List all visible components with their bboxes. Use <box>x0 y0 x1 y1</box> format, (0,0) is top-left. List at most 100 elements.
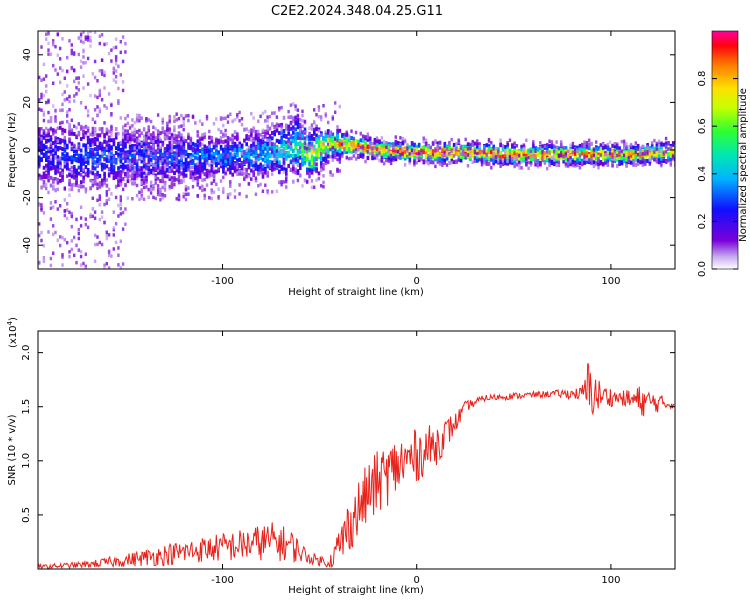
heatmap-cell <box>114 127 118 131</box>
heatmap-cell <box>86 126 90 131</box>
heatmap-cell <box>138 190 141 195</box>
heatmap-cell <box>301 113 304 118</box>
heatmap-cell <box>149 157 153 162</box>
heatmap-cell <box>252 170 255 174</box>
heatmap-cell <box>147 159 150 164</box>
heatmap-cell <box>413 161 416 165</box>
heatmap-cell <box>497 147 500 152</box>
heatmap-cell <box>410 146 414 151</box>
heatmap-cell <box>422 160 426 165</box>
heatmap-cell <box>79 35 83 39</box>
heatmap-cell <box>208 141 211 145</box>
heatmap-cell <box>252 166 255 171</box>
heatmap-cell <box>45 164 48 168</box>
heatmap-cell <box>327 142 330 146</box>
heatmap-cell <box>292 153 295 158</box>
heatmap-cell <box>173 151 176 156</box>
heatmap-cell <box>574 156 577 161</box>
heatmap-cell <box>180 141 183 145</box>
heatmap-cell <box>602 155 605 160</box>
heatmap-cell <box>112 71 115 75</box>
heatmap-cell <box>595 156 598 161</box>
heatmap-cell <box>126 159 129 164</box>
heatmap-cell <box>487 144 491 149</box>
heatmap-cell <box>282 139 286 144</box>
heatmap-cell <box>639 151 642 155</box>
heatmap-cell <box>110 254 113 258</box>
heatmap-cell <box>476 158 479 163</box>
heatmap-cell <box>348 138 351 143</box>
heatmap-cell <box>198 149 202 153</box>
heatmap-cell <box>520 166 523 170</box>
heatmap-cell <box>222 132 225 136</box>
heatmap-cell <box>77 81 80 85</box>
heatmap-cell <box>110 164 113 168</box>
heatmap-cell <box>273 148 276 153</box>
heatmap-cell <box>61 120 64 125</box>
heatmap-cell <box>296 108 300 112</box>
heatmap-cell <box>177 164 181 169</box>
heatmap-cell <box>68 178 71 183</box>
heatmap-cell <box>154 127 157 131</box>
heatmap-cell <box>543 161 547 165</box>
heatmap-cell <box>61 255 64 259</box>
heatmap-cell <box>394 155 397 159</box>
heatmap-cell <box>86 159 90 164</box>
heatmap-cell <box>226 147 230 152</box>
heatmap-cell <box>408 149 412 154</box>
heatmap-cell <box>574 151 577 156</box>
heatmap-cell <box>68 126 71 131</box>
heatmap-cell <box>271 147 274 152</box>
heatmap-cell <box>40 45 43 49</box>
heatmap-cell <box>61 253 64 257</box>
heatmap-cell <box>294 154 297 159</box>
heatmap-cell <box>636 162 640 166</box>
heatmap-cell <box>240 161 244 166</box>
heatmap-cell <box>292 126 295 131</box>
heatmap-cell <box>100 181 104 186</box>
heatmap-cell <box>581 147 584 152</box>
heatmap-cell <box>327 148 330 153</box>
heatmap-cell <box>54 136 57 141</box>
heatmap-cell <box>201 166 204 170</box>
heatmap-cell <box>49 175 53 180</box>
heatmap-cell <box>54 68 57 72</box>
heatmap-cell <box>131 175 134 179</box>
heatmap-cell <box>452 149 456 154</box>
heatmap-cell <box>662 142 666 147</box>
heatmap-cell <box>73 99 76 103</box>
heatmap-cell <box>322 185 325 189</box>
heatmap-cell <box>105 106 108 110</box>
heatmap-cell <box>124 222 127 226</box>
heatmap-cell <box>229 192 232 196</box>
heatmap-cell <box>462 152 465 156</box>
heatmap-cell <box>133 120 136 125</box>
heatmap-cell <box>250 143 253 148</box>
heatmap-cell <box>327 131 330 135</box>
heatmap-cell <box>334 150 337 155</box>
heatmap-cell <box>203 187 206 192</box>
heatmap-cell <box>147 171 150 176</box>
heatmap-cell <box>89 178 92 183</box>
heatmap-cell <box>578 148 582 153</box>
heatmap-cell <box>343 132 346 137</box>
heatmap-cell <box>539 162 542 167</box>
heatmap-cell <box>441 148 444 153</box>
heatmap-cell <box>77 76 80 80</box>
heatmap-cell <box>306 150 309 154</box>
heatmap-cell <box>79 39 83 43</box>
heatmap-cell <box>124 144 127 149</box>
heatmap-cell <box>268 134 272 139</box>
heatmap-cell <box>550 145 554 150</box>
heatmap-cell <box>40 140 43 145</box>
heatmap-cell <box>389 153 393 158</box>
heatmap-cell <box>93 242 97 247</box>
heatmap-cell <box>138 170 141 175</box>
heatmap-cell <box>329 173 332 177</box>
heatmap-cell <box>77 188 80 193</box>
heatmap-cell <box>257 164 260 169</box>
heatmap-cell <box>163 153 167 158</box>
heatmap-cell <box>52 41 55 45</box>
heatmap-cell <box>632 149 635 154</box>
heatmap-cell <box>609 151 612 156</box>
